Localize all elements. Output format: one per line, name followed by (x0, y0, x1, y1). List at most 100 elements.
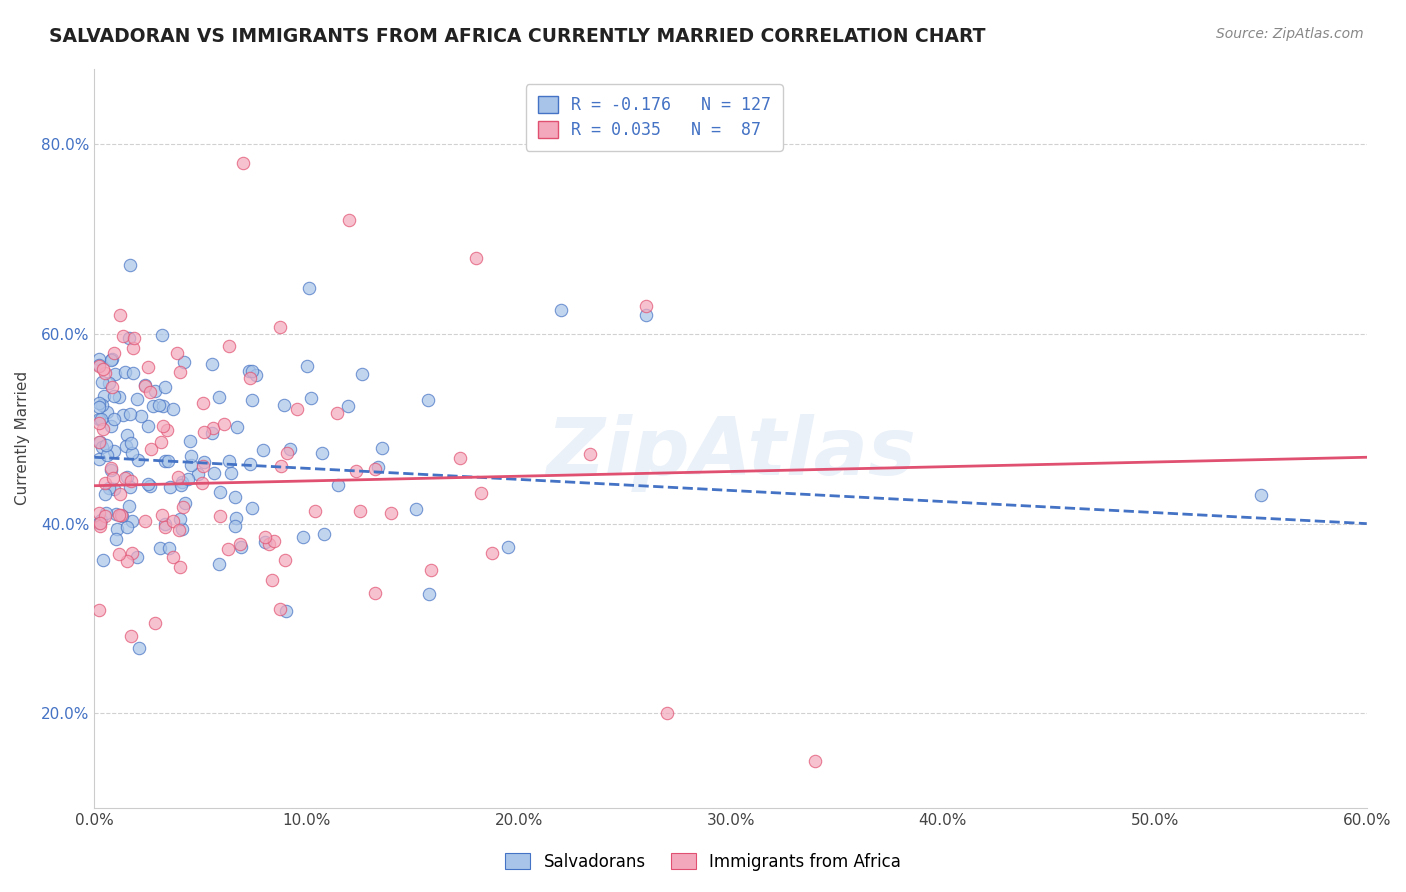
Point (352, 368, 374, 382)
Point (90, 399, 112, 413)
Point (139, 479, 162, 493)
Point (225, 511, 247, 525)
Point (804, 754, 827, 768)
Point (496, 540, 519, 554)
Point (139, 442, 162, 456)
Point (112, 408, 135, 422)
Point (157, 541, 180, 555)
Point (104, 367, 127, 381)
Point (240, 364, 263, 378)
Point (166, 346, 188, 360)
Point (238, 364, 260, 378)
Point (89, 435, 111, 450)
Point (162, 401, 184, 416)
Point (367, 459, 389, 474)
Point (297, 359, 319, 373)
Point (344, 464, 367, 478)
Point (263, 533, 285, 548)
Point (240, 392, 263, 407)
Point (115, 440, 138, 454)
Point (191, 458, 214, 473)
Point (87, 603, 110, 617)
Point (231, 540, 253, 554)
Point (87, 352, 110, 367)
Point (87, 507, 110, 521)
Point (134, 377, 156, 392)
Point (94, 366, 117, 380)
Point (201, 357, 224, 371)
Point (254, 530, 277, 544)
Point (191, 476, 214, 491)
Point (136, 359, 159, 374)
Point (550, 303, 572, 318)
Point (107, 508, 129, 523)
Point (225, 420, 247, 434)
Point (122, 330, 145, 344)
Point (337, 213, 360, 227)
Point (89, 516, 111, 531)
Point (103, 389, 125, 403)
Point (121, 514, 143, 528)
Point (87, 358, 110, 372)
Point (87, 400, 110, 414)
Point (634, 299, 657, 313)
Point (169, 512, 191, 526)
Point (252, 442, 274, 457)
Point (209, 485, 232, 500)
Point (139, 385, 162, 400)
Point (152, 399, 174, 413)
Point (115, 554, 138, 568)
Point (90, 412, 112, 426)
Point (131, 409, 153, 423)
Point (299, 391, 322, 405)
Point (304, 504, 326, 518)
Point (269, 320, 291, 334)
Point (578, 447, 600, 461)
Point (114, 471, 136, 485)
Point (87, 417, 110, 431)
Point (94, 487, 117, 501)
Point (143, 616, 166, 631)
Point (291, 530, 314, 544)
Point (148, 398, 170, 412)
Point (87, 516, 110, 531)
Point (193, 396, 215, 410)
Text: ZipAtlas: ZipAtlas (546, 414, 915, 492)
Point (155, 453, 177, 467)
Point (176, 472, 198, 486)
Point (87, 359, 110, 374)
Legend: R = -0.176   N = 127, R = 0.035   N =  87: R = -0.176 N = 127, R = 0.035 N = 87 (526, 84, 783, 151)
Point (172, 522, 194, 536)
Point (157, 453, 180, 467)
Point (298, 281, 321, 295)
Point (202, 467, 225, 481)
Point (125, 392, 148, 407)
Point (167, 469, 190, 483)
Point (326, 477, 349, 491)
Point (87, 412, 110, 426)
Point (134, 379, 156, 393)
Point (152, 419, 174, 434)
Point (156, 423, 179, 437)
Point (149, 541, 172, 555)
Point (187, 467, 209, 482)
Point (94, 438, 117, 452)
Point (193, 455, 215, 469)
Point (94, 509, 117, 524)
Point (311, 446, 333, 460)
Point (122, 341, 145, 355)
Point (121, 546, 143, 560)
Point (465, 251, 488, 265)
Point (125, 549, 148, 564)
Point (193, 425, 215, 439)
Point (172, 500, 194, 514)
Point (169, 559, 191, 574)
Point (121, 445, 143, 459)
Point (96, 448, 118, 462)
Point (167, 523, 190, 537)
Point (111, 328, 134, 343)
Point (138, 419, 160, 434)
Point (270, 458, 292, 473)
Point (153, 516, 176, 531)
Point (655, 706, 678, 721)
